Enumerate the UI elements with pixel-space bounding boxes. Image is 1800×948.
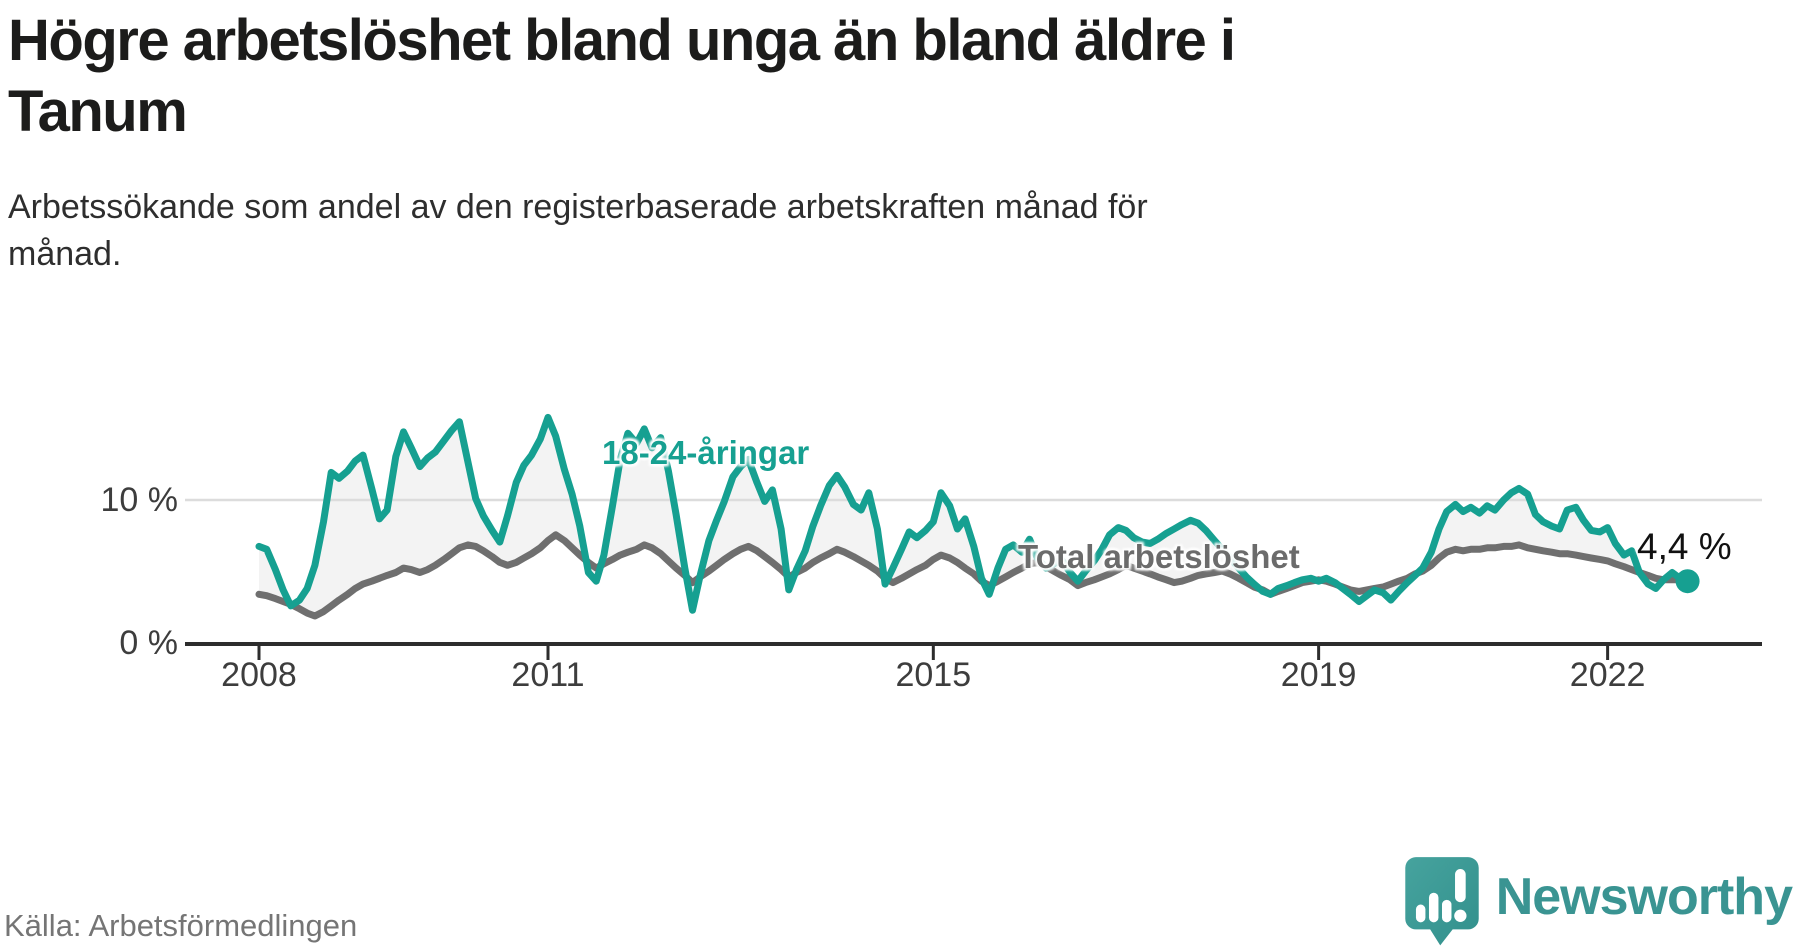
chart-area: 10 % 0 % 2008 2011 2015 2019 2022 18-24-årin…	[0, 300, 1800, 720]
bar-chart-bar-2	[1428, 892, 1439, 923]
page-title: Högre arbetslöshet bland unga än bland ä…	[8, 6, 1728, 148]
youth-unemployment-line	[255, 413, 1692, 614]
x-axis-tick-label-2015: 2015	[895, 656, 972, 694]
newsworthy-icon	[1404, 857, 1479, 946]
newsworthy-wordmark: Newsworthy	[1495, 868, 1793, 926]
end-point-dot	[1675, 569, 1700, 594]
bar-chart-bar-1	[1415, 904, 1426, 923]
x-axis-tick-label-2008: 2008	[221, 656, 297, 694]
x-axis-tick-label-2011: 2011	[511, 656, 585, 694]
x-axis-tick-label-2022: 2022	[1569, 656, 1646, 694]
newsworthy-logo: Newsworthy	[1404, 856, 1793, 946]
subtitle-line1: Arbetssökande som andel av den registerb…	[8, 188, 1148, 226]
band-between-series	[259, 417, 1688, 616]
page-title-line2: Tanum	[8, 78, 188, 144]
x-axis-tick-label-2019: 2019	[1280, 656, 1357, 694]
exclamation-bar	[1454, 869, 1466, 903]
subtitle: Arbetssökande som andel av den registerb…	[8, 184, 1508, 278]
series-label-total: Total arbetslöshet	[1018, 538, 1300, 575]
total-unemployment-line	[255, 531, 1692, 620]
exclamation-dot	[1453, 909, 1467, 922]
page-title-line1: Högre arbetslöshet bland unga än bland ä…	[8, 8, 1236, 73]
source-note: Källa: Arbetsförmedlingen	[4, 908, 358, 943]
bar-chart-bar-3	[1441, 899, 1452, 923]
speech-bubble-shape	[1404, 857, 1479, 946]
subtitle-line2: månad.	[8, 234, 122, 273]
y-axis-tick-label-10: 10 %	[100, 481, 179, 519]
y-axis-tick-label-0: 0 %	[119, 624, 178, 662]
series-label-youth: 18-24-åringar	[602, 434, 810, 471]
line-chart-svg	[185, 413, 1762, 660]
end-value-label: 4,4 %	[1637, 526, 1732, 567]
